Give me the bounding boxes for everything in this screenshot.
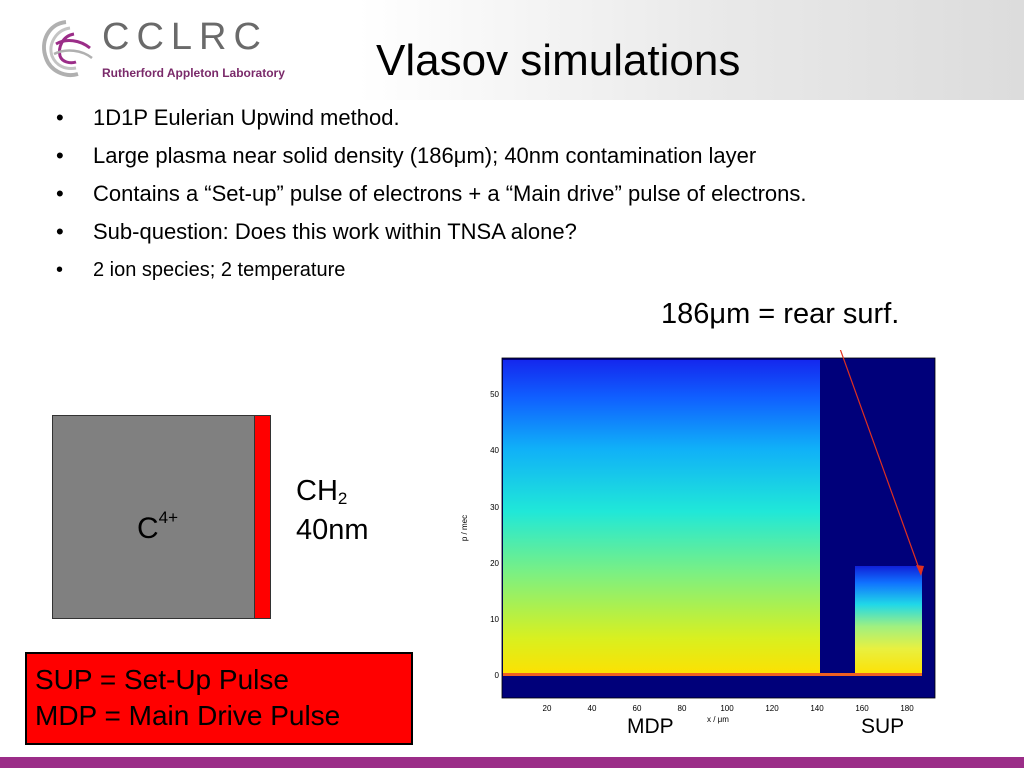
x-tick-label: 160 <box>855 704 869 713</box>
target-species: C <box>137 512 159 545</box>
y-tick-label: 10 <box>490 615 499 624</box>
bullet-text: Sub-question: Does this work within TNSA… <box>93 219 577 244</box>
layer-thickness-label: 40nm <box>296 514 369 546</box>
x-tick-label: 120 <box>765 704 779 713</box>
baseline-band <box>503 673 922 676</box>
bullet-list: • 1D1P Eulerian Upwind method. • Large pla… <box>48 104 968 294</box>
bullet-text: 1D1P Eulerian Upwind method. <box>93 105 400 130</box>
bullet-item: • Sub-question: Does this work within TNS… <box>48 218 968 246</box>
x-tick-label: 20 <box>543 704 552 713</box>
x-tick-label: 180 <box>900 704 914 713</box>
target-charge: 4+ <box>158 508 179 527</box>
legend-line-mdp: MDP = Main Drive Pulse <box>35 700 341 731</box>
header-band <box>0 0 1024 100</box>
bullet-icon: • <box>56 219 64 244</box>
y-ticks: 0 10 20 30 40 50 <box>490 390 499 680</box>
x-tick-label: 60 <box>633 704 642 713</box>
bullet-icon: • <box>56 143 64 168</box>
ch2-contamination-layer <box>254 415 271 619</box>
x-axis-label: x / μm <box>707 715 729 724</box>
sup-distribution <box>855 566 922 676</box>
y-tick-label: 40 <box>490 446 499 455</box>
bullet-text: 2 ion species; 2 temperature <box>93 259 346 281</box>
y-axis-label: p / mec <box>460 515 469 541</box>
x-tick-label: 140 <box>810 704 824 713</box>
bullet-icon: • <box>56 181 64 206</box>
target-species-label: C4+ <box>137 508 178 546</box>
bullet-item: • Large plasma near solid density (186μm)… <box>48 142 968 170</box>
bullet-icon: • <box>56 259 64 281</box>
rear-surface-annotation: 186μm = rear surf. <box>661 298 900 330</box>
bullet-item: • Contains a “Set-up” pulse of electrons … <box>48 180 968 208</box>
x-tick-label: 100 <box>720 704 734 713</box>
layer-formula-base: CH <box>296 475 338 507</box>
footer-bar <box>0 757 1024 768</box>
layer-formula-label: CH2 <box>296 474 347 516</box>
bullet-item: • 2 ion species; 2 temperature <box>48 256 968 284</box>
y-tick-label: 0 <box>495 671 500 680</box>
x-tick-label: 80 <box>678 704 687 713</box>
bullet-text: Large plasma near solid density (186μm);… <box>93 143 757 168</box>
layer-formula-sub: 2 <box>337 489 348 508</box>
arrow-head-icon <box>916 565 924 576</box>
logo-swirl-icon <box>42 20 93 77</box>
abbreviation-legend-box: SUP = Set-Up Pulse MDP = Main Drive Puls… <box>25 652 413 745</box>
bullet-text: Contains a “Set-up” pulse of electrons +… <box>93 181 807 206</box>
cclrc-logo: CCLRC Rutherford Appleton Laboratory <box>36 14 286 86</box>
y-tick-label: 30 <box>490 503 499 512</box>
y-tick-label: 50 <box>490 390 499 399</box>
y-tick-label: 20 <box>490 559 499 568</box>
x-tick-label: 40 <box>588 704 597 713</box>
logo-wordmark: CCLRC <box>102 16 268 58</box>
bullet-item: • 1D1P Eulerian Upwind method. <box>48 104 968 132</box>
rear-surface-arrow <box>839 350 922 575</box>
x-ticks: 20 40 60 80 100 120 140 160 180 <box>543 704 915 713</box>
mdp-label: MDP <box>627 715 674 738</box>
sup-label: SUP <box>861 715 905 738</box>
page-title: Vlasov simulations <box>376 36 741 85</box>
mdp-distribution <box>503 360 820 676</box>
carbon-target-block: C4+ <box>52 415 255 619</box>
phase-space-plot: 0 10 20 30 40 50 20 40 60 80 100 120 140… <box>460 350 936 724</box>
logo-subtitle: Rutherford Appleton Laboratory <box>102 66 285 80</box>
legend-line-sup: SUP = Set-Up Pulse <box>35 664 289 695</box>
bullet-icon: • <box>56 105 64 130</box>
